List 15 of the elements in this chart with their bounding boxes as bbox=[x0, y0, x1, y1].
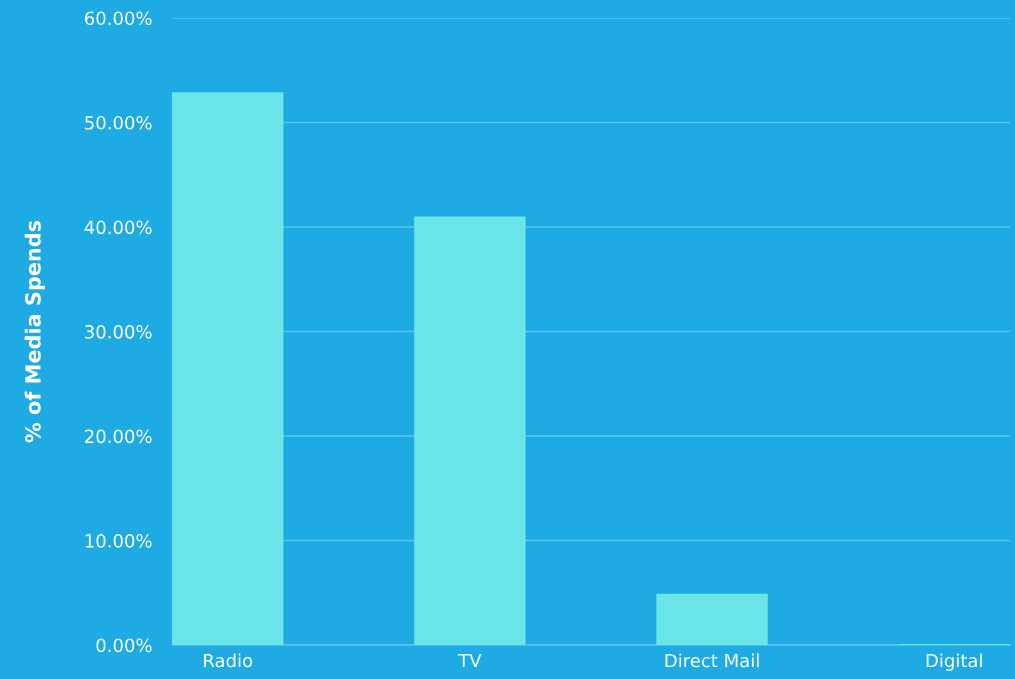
bar bbox=[414, 216, 526, 646]
y-tick-label: 30.00% bbox=[85, 324, 152, 339]
y-tick-label: 50.00% bbox=[85, 115, 152, 130]
y-tick-label: 0.00% bbox=[96, 638, 152, 653]
y-tick-label: 10.00% bbox=[85, 534, 152, 548]
bar bbox=[172, 92, 284, 646]
x-tick-label: TV bbox=[458, 653, 482, 668]
y-tick-label: 60.00% bbox=[85, 11, 152, 26]
x-tick-label: Direct Mail bbox=[665, 653, 759, 668]
x-tick-label: Radio bbox=[204, 653, 253, 668]
x-tick-label: Digital bbox=[926, 653, 982, 671]
bar bbox=[656, 593, 768, 646]
y-axis-title: % of Media Spends bbox=[24, 220, 45, 443]
y-tick-label: 20.00% bbox=[85, 429, 152, 444]
y-tick-label: 40.00% bbox=[84, 220, 152, 235]
